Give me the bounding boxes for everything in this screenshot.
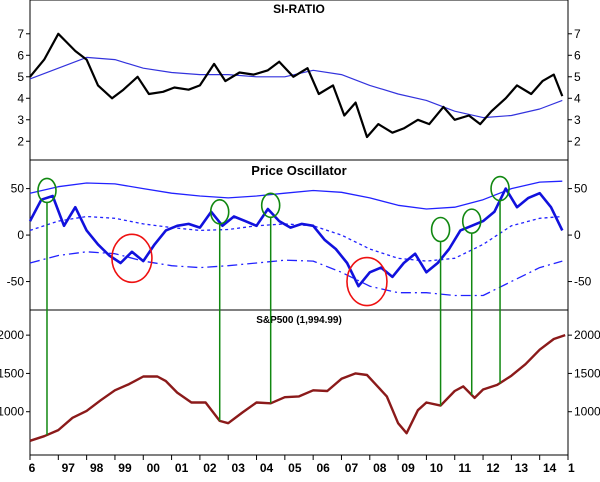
x-tick-label: 11 [458,461,471,475]
y-tick-label-right: 3 [574,113,581,127]
y-tick-label-right: 6 [574,48,581,62]
price-oscillator-panel: Price Oscillator -50 -50 0 0 50 50 [7,159,592,311]
y-tick-label-right: 1500 [574,366,600,380]
x-axis: 6 97 98 99 00 01 02 03 04 05 06 07 08 09 10 11 12 13 14 1 [29,455,575,475]
y-tick-label-left: 2000 [0,328,24,342]
x-tick-label: 09 [401,461,415,475]
y-tick-label-right: 2000 [574,328,600,342]
y-tick-label-right: 5 [574,70,581,84]
y-tick-label-left: 3 [17,113,24,127]
main-series-line [28,187,564,288]
x-tick-label: 02 [203,461,217,475]
panel-title: SI-RATIO [273,2,325,16]
y-tick-label-right: 1000 [574,405,600,419]
x-tick-label: 04 [260,461,274,475]
x-tick-label: 03 [232,461,246,475]
main-series-line [29,32,564,139]
x-tick-label: 1 [568,461,575,475]
sp500-panel: S&P500 (1,994.99) 1000 1000 1500 1500 2000 200… [0,309,600,456]
x-tick-label: 99 [118,461,132,475]
x-tick-label: 98 [90,461,104,475]
y-tick-label-right: 0 [574,228,581,242]
y-tick-label-right: 7 [574,27,581,41]
panel-title: S&P500 (1,994.99) [256,315,342,326]
y-tick-label-left: 5 [17,70,24,84]
y-tick-label-left: 0 [17,228,24,242]
x-tick-label: 10 [430,461,444,475]
x-tick-label: 05 [288,461,302,475]
x-tick-label: 12 [486,461,500,475]
x-tick-label: 01 [175,461,189,475]
y-tick-label-left: 6 [17,48,24,62]
y-tick-label-left: 1500 [0,366,24,380]
signal-marker-lines [46,200,501,435]
red-circle-annotation [346,256,388,307]
y-tick-label-left: -50 [7,275,25,289]
x-tick-label: 00 [147,461,161,475]
y-tick-label-left: 7 [17,27,24,41]
red-circle-annotation [111,233,153,284]
y-tick-label-left: 4 [17,91,24,105]
panel-frame [29,309,569,456]
y-tick-label-left: 2 [17,134,24,148]
x-tick-label: 07 [345,461,359,475]
y-tick-label-right: 50 [574,182,588,196]
x-tick-label: 08 [373,461,387,475]
panel-title: Price Oscillator [251,163,346,178]
x-tick-label: 14 [543,461,557,475]
x-tick-label: 6 [29,461,36,475]
y-tick-label-right: -50 [574,275,592,289]
x-tick-label: 06 [316,461,330,475]
x-tick-label: 97 [62,461,76,475]
si-ratio-panel: SI-RATIO 2 2 3 3 4 4 5 5 6 6 7 7 [17,0,581,161]
y-tick-label-right: 2 [574,134,581,148]
x-tick-label: 13 [515,461,529,475]
y-tick-label-left: 50 [11,182,25,196]
main-series-line [29,333,566,442]
y-tick-label-left: 1000 [0,405,24,419]
band-line [29,180,563,210]
y-tick-label-right: 4 [574,91,581,105]
